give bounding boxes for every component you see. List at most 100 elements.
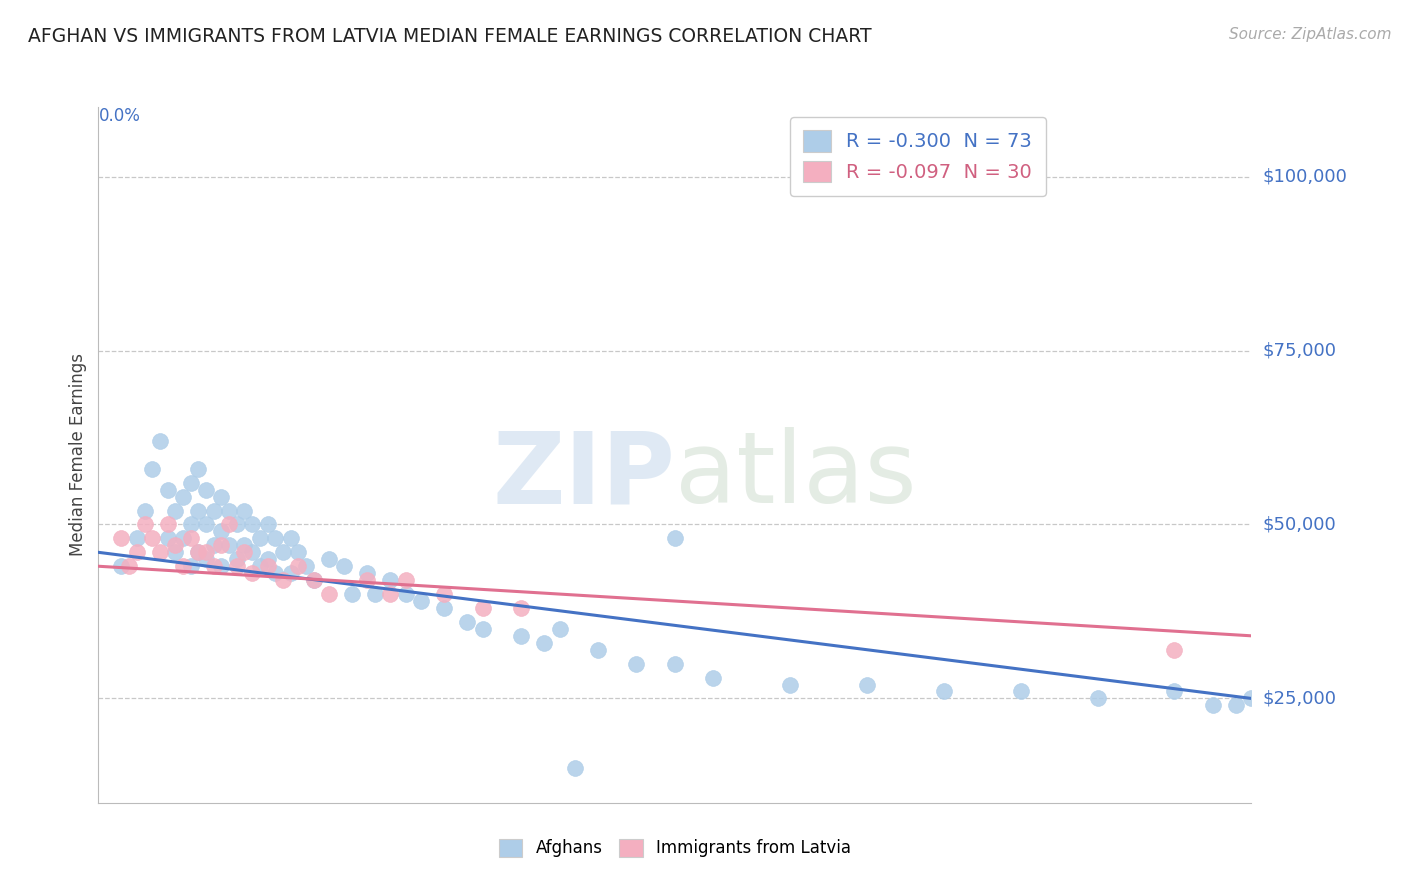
Point (249, 559, 271, 574)
Point (1163, 642, 1185, 657)
Point (209, 524, 232, 539)
Point (779, 677, 801, 691)
Point (172, 490, 194, 504)
Point (1202, 698, 1225, 713)
Point (202, 538, 225, 552)
Text: 0.0%: 0.0% (98, 107, 141, 125)
Point (180, 517, 202, 532)
Point (165, 538, 187, 552)
Point (202, 559, 225, 574)
Point (218, 503, 240, 517)
Point (172, 532, 194, 546)
Point (134, 517, 156, 532)
Text: AFGHAN VS IMMIGRANTS FROM LATVIA MEDIAN FEMALE EARNINGS CORRELATION CHART: AFGHAN VS IMMIGRANTS FROM LATVIA MEDIAN … (28, 27, 872, 45)
Point (225, 517, 247, 532)
Point (180, 559, 202, 574)
Point (187, 503, 209, 517)
Point (586, 642, 609, 657)
Point (333, 559, 356, 574)
Point (1087, 691, 1109, 706)
Point (287, 545, 309, 559)
Text: atlas: atlas (675, 427, 917, 524)
Point (118, 559, 141, 574)
Point (395, 573, 418, 587)
Point (256, 559, 278, 574)
Point (156, 483, 179, 497)
Point (510, 601, 533, 615)
Point (380, 573, 402, 587)
Point (302, 573, 325, 587)
Point (295, 559, 318, 574)
Text: Source: ZipAtlas.com: Source: ZipAtlas.com (1229, 27, 1392, 42)
Point (149, 545, 172, 559)
Point (256, 517, 278, 532)
Point (364, 587, 387, 601)
Point (856, 677, 879, 691)
Point (1163, 684, 1185, 698)
Point (256, 552, 278, 566)
Point (664, 532, 686, 546)
Point (187, 545, 209, 559)
Point (240, 517, 263, 532)
Point (1240, 691, 1263, 706)
Point (264, 532, 287, 546)
Point (318, 552, 340, 566)
Point (702, 671, 724, 685)
Point (180, 475, 202, 490)
Point (664, 657, 686, 671)
Point (433, 601, 456, 615)
Point (218, 517, 240, 532)
Point (287, 559, 309, 574)
Point (156, 532, 179, 546)
Point (340, 587, 363, 601)
Point (141, 462, 163, 476)
Text: $75,000: $75,000 (1263, 342, 1337, 359)
Point (433, 587, 456, 601)
Point (271, 573, 294, 587)
Point (209, 490, 232, 504)
Legend: Afghans, Immigrants from Latvia: Afghans, Immigrants from Latvia (492, 832, 858, 864)
Point (165, 545, 187, 559)
Point (156, 517, 179, 532)
Point (218, 538, 240, 552)
Point (356, 573, 378, 587)
Point (626, 657, 648, 671)
Y-axis label: Median Female Earnings: Median Female Earnings (69, 353, 87, 557)
Point (249, 532, 271, 546)
Point (125, 532, 148, 546)
Point (195, 545, 218, 559)
Point (110, 532, 132, 546)
Point (280, 532, 302, 546)
Point (141, 532, 163, 546)
Point (240, 566, 263, 581)
Point (302, 573, 325, 587)
Point (356, 566, 378, 581)
Point (271, 545, 294, 559)
Point (471, 622, 494, 636)
Point (932, 684, 955, 698)
Point (1010, 684, 1032, 698)
Point (202, 503, 225, 517)
Point (225, 552, 247, 566)
Point (411, 594, 433, 608)
Point (280, 566, 302, 581)
Point (380, 587, 402, 601)
Text: $50,000: $50,000 (1263, 516, 1336, 533)
Point (195, 552, 218, 566)
Point (318, 587, 340, 601)
Point (110, 559, 132, 574)
Point (471, 601, 494, 615)
Point (209, 559, 232, 574)
Point (125, 545, 148, 559)
Point (165, 503, 187, 517)
Point (564, 761, 586, 775)
Point (233, 503, 256, 517)
Point (134, 503, 156, 517)
Point (180, 532, 202, 546)
Point (187, 462, 209, 476)
Point (195, 517, 218, 532)
Text: ZIP: ZIP (492, 427, 675, 524)
Point (510, 629, 533, 643)
Point (533, 636, 555, 650)
Point (225, 559, 247, 574)
